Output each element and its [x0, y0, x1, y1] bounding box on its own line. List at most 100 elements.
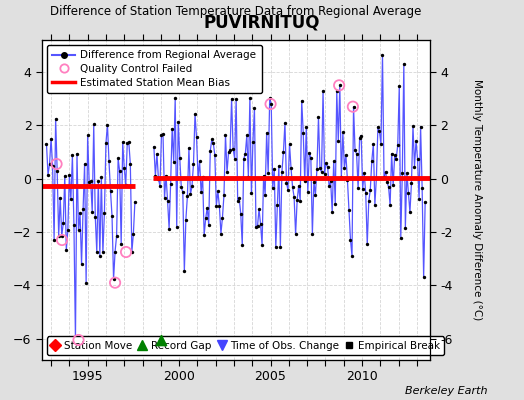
Point [169, 158, 178, 165]
Point [348, 253, 356, 260]
Point [249, 138, 257, 145]
Point [278, 169, 286, 175]
Point [392, 156, 400, 162]
Point [276, 244, 285, 250]
Point [398, 170, 407, 176]
Point [375, 128, 384, 135]
Point [355, 134, 364, 141]
Point [185, 145, 193, 151]
Point [342, 152, 350, 158]
Point [111, 280, 119, 286]
Point [199, 174, 207, 180]
Point [258, 242, 266, 248]
Point [381, 168, 390, 175]
Point [378, 51, 387, 58]
Point [220, 192, 228, 198]
Point [231, 156, 239, 162]
Point [363, 241, 372, 248]
Point [266, 95, 274, 102]
Point [117, 241, 125, 247]
Point [223, 169, 231, 176]
Point [374, 124, 382, 130]
Point [250, 104, 259, 111]
Point [58, 233, 66, 239]
Point [271, 244, 280, 250]
Point [180, 268, 189, 275]
Point [208, 136, 216, 143]
Text: Berkeley Earth: Berkeley Earth [405, 386, 487, 396]
Point [406, 209, 414, 216]
Point [97, 174, 105, 180]
Point [234, 198, 242, 204]
Point [241, 151, 249, 157]
Point [394, 142, 402, 148]
Point [102, 140, 110, 146]
Point [167, 180, 175, 187]
Point [174, 118, 182, 125]
Point [334, 137, 343, 144]
Point [52, 161, 61, 167]
Point [386, 202, 394, 208]
Point [348, 104, 357, 110]
Point [221, 132, 230, 138]
Point [360, 170, 368, 176]
Point [154, 176, 162, 182]
Point [179, 189, 187, 196]
Point [395, 83, 403, 90]
Point [176, 154, 184, 161]
Point [76, 210, 84, 216]
Point [288, 184, 297, 190]
Point [335, 82, 343, 88]
Y-axis label: Monthly Temperature Anomaly Difference (°C): Monthly Temperature Anomaly Difference (… [472, 79, 482, 321]
Point [99, 249, 107, 256]
Point [157, 131, 166, 138]
Point [54, 233, 63, 239]
Point [51, 116, 60, 122]
Point [389, 182, 397, 188]
Point [269, 185, 277, 191]
Point [397, 234, 405, 241]
Point [79, 206, 88, 212]
Point [368, 157, 376, 164]
Point [293, 197, 301, 204]
Point [209, 140, 217, 146]
Point [370, 202, 379, 208]
Point [261, 191, 269, 198]
Point [103, 122, 112, 128]
Point [80, 161, 89, 167]
Point [235, 195, 244, 202]
Point [163, 198, 172, 204]
Point [415, 196, 423, 202]
Point [387, 150, 396, 157]
Point [273, 202, 281, 208]
Point [290, 194, 298, 200]
Point [404, 190, 412, 196]
Point [113, 233, 121, 239]
Point [330, 158, 338, 164]
Point [197, 189, 205, 195]
Text: PUVIRNITUQ: PUVIRNITUQ [204, 14, 320, 32]
Point [90, 121, 98, 128]
Point [58, 237, 66, 243]
Point [105, 158, 113, 165]
Point [157, 337, 165, 343]
Point [70, 222, 78, 228]
Point [354, 184, 362, 191]
Point [130, 199, 139, 205]
Legend: Station Move, Record Gap, Time of Obs. Change, Empirical Break: Station Move, Record Gap, Time of Obs. C… [47, 336, 444, 355]
Point [232, 96, 241, 102]
Point [264, 170, 272, 176]
Point [409, 123, 417, 129]
Point [263, 130, 271, 136]
Point [322, 160, 330, 166]
Point [126, 160, 135, 167]
Point [183, 193, 192, 200]
Point [326, 178, 335, 185]
Point [345, 207, 353, 214]
Point [204, 222, 213, 228]
Point [275, 163, 283, 169]
Point [93, 249, 101, 255]
Point [162, 172, 170, 179]
Point [65, 172, 73, 179]
Point [219, 214, 227, 221]
